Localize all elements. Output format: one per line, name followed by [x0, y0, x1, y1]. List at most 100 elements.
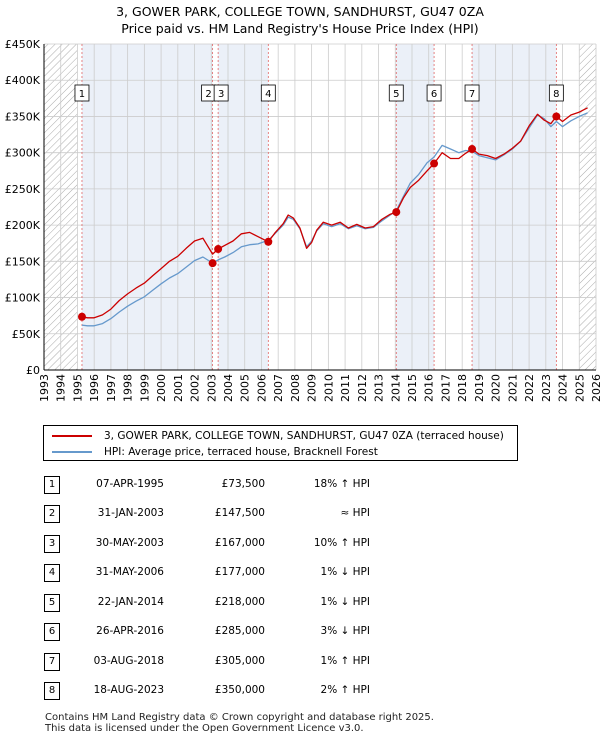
- x-tick-label: 2011: [339, 374, 352, 402]
- legend-swatch-hpi: [52, 451, 92, 453]
- x-tick-label: 2004: [222, 374, 235, 402]
- sale-point: [214, 245, 223, 254]
- y-tick-label: £150K: [5, 255, 41, 268]
- x-tick-label: 2023: [540, 374, 553, 402]
- legend-item-property: 3, GOWER PARK, COLLEGE TOWN, SANDHURST, …: [52, 428, 504, 444]
- sale-price: £167,000: [214, 537, 265, 549]
- sale-date: 31-MAY-2006: [95, 566, 164, 578]
- y-tick-label: £100K: [5, 292, 41, 305]
- ownership-shade: [81, 44, 213, 370]
- sale-number: 2: [44, 505, 60, 523]
- hatched-region-after: [579, 44, 596, 370]
- x-tick-label: 2020: [490, 374, 503, 402]
- sale-hpi-comparison: ≈ HPI: [340, 507, 370, 519]
- chart-title: 3, GOWER PARK, COLLEGE TOWN, SANDHURST, …: [0, 3, 600, 37]
- sale-hpi-comparison: 1% ↓ HPI: [320, 596, 370, 608]
- y-tick-label: £350K: [5, 110, 41, 123]
- sale-number: 8: [44, 682, 60, 700]
- sale-hpi-comparison: 1% ↑ HPI: [320, 655, 370, 667]
- x-tick-label: 1996: [88, 374, 101, 402]
- legend: 3, GOWER PARK, COLLEGE TOWN, SANDHURST, …: [43, 425, 518, 461]
- x-tick-label: 1993: [38, 374, 51, 402]
- sale-price: £305,000: [214, 655, 265, 667]
- sale-number-box: [426, 84, 442, 102]
- sale-price: £147,500: [214, 507, 265, 519]
- x-tick-label: 1997: [105, 374, 118, 402]
- sale-number-label: 4: [265, 89, 271, 100]
- y-tick-label: £450K: [5, 38, 41, 51]
- x-tick-label: 2003: [205, 374, 218, 402]
- sale-number: 3: [44, 535, 60, 553]
- sale-row: 4 31-MAY-2006 £177,000 1% ↓ HPI: [0, 563, 600, 583]
- footer-licence: This data is licensed under the Open Gov…: [45, 723, 364, 734]
- sale-number-box: [213, 84, 229, 102]
- sale-point: [208, 259, 217, 268]
- sale-row: 7 03-AUG-2018 £305,000 1% ↑ HPI: [0, 652, 600, 672]
- sale-number-label: 5: [393, 89, 399, 100]
- x-tick-label: 2000: [155, 374, 168, 402]
- y-tick-label: £0: [26, 364, 40, 377]
- sale-number-label: 2: [205, 89, 211, 100]
- x-tick-label: 2021: [506, 374, 519, 402]
- x-tick-label: 2024: [557, 374, 570, 402]
- sale-number-label: 3: [218, 89, 224, 100]
- sale-number-box: [388, 84, 404, 102]
- sale-row: 1 07-APR-1995 £73,500 18% ↑ HPI: [0, 475, 600, 495]
- y-tick-label: £250K: [5, 183, 41, 196]
- sale-number-box: [548, 84, 564, 102]
- sale-point: [392, 208, 401, 217]
- sale-number: 1: [44, 476, 60, 494]
- y-tick-label: £300K: [5, 147, 41, 160]
- sale-date: 26-APR-2016: [96, 625, 164, 637]
- x-tick-label: 2005: [239, 374, 252, 402]
- legend-swatch-property: [52, 435, 92, 437]
- x-tick-label: 2013: [373, 374, 386, 402]
- sale-number-label: 8: [553, 89, 559, 100]
- sale-row: 8 18-AUG-2023 £350,000 2% ↑ HPI: [0, 681, 600, 701]
- sale-hpi-comparison: 1% ↓ HPI: [320, 566, 370, 578]
- sale-number-label: 1: [79, 89, 85, 100]
- x-tick-label: 2018: [456, 374, 469, 402]
- sale-number-label: 6: [431, 89, 437, 100]
- x-tick-label: 2009: [306, 374, 319, 402]
- sale-point: [264, 237, 273, 246]
- property-price-line: [81, 107, 588, 319]
- x-tick-label: 1999: [138, 374, 151, 402]
- x-tick-label: 2012: [356, 374, 369, 402]
- x-tick-label: 2022: [523, 374, 536, 402]
- title-line-2: Price paid vs. HM Land Registry's House …: [121, 21, 479, 36]
- x-tick-label: 2017: [439, 374, 452, 402]
- x-tick-label: 2015: [406, 374, 419, 402]
- footer: Contains HM Land Registry data © Crown c…: [45, 712, 434, 734]
- x-tick-label: 2016: [423, 374, 436, 402]
- sale-number-box: [464, 84, 480, 102]
- sale-row: 6 26-APR-2016 £285,000 3% ↓ HPI: [0, 622, 600, 642]
- x-tick-label: 2014: [389, 374, 402, 402]
- sale-date: 22-JAN-2014: [97, 596, 164, 608]
- x-tick-label: 2001: [172, 374, 185, 402]
- x-tick-label: 1995: [71, 374, 84, 402]
- x-tick-label: 2006: [255, 374, 268, 402]
- sale-point: [430, 159, 439, 168]
- y-tick-label: £400K: [5, 74, 41, 87]
- x-tick-label: 2002: [189, 374, 202, 402]
- x-tick-label: 2019: [473, 374, 486, 402]
- footer-copyright: Contains HM Land Registry data © Crown c…: [45, 712, 434, 723]
- x-tick-label: 2008: [289, 374, 302, 402]
- sale-number-box: [74, 84, 90, 102]
- title-line-1: 3, GOWER PARK, COLLEGE TOWN, SANDHURST, …: [116, 4, 484, 19]
- ownership-shade: [472, 44, 557, 370]
- sale-number: 6: [44, 623, 60, 641]
- legend-label-property: 3, GOWER PARK, COLLEGE TOWN, SANDHURST, …: [104, 430, 504, 442]
- sale-number-label: 7: [469, 89, 475, 100]
- sale-number-box: [260, 84, 276, 102]
- sale-point: [552, 112, 561, 121]
- sale-date: 03-AUG-2018: [93, 655, 164, 667]
- x-tick-label: 2026: [590, 374, 600, 402]
- y-tick-label: £200K: [5, 219, 41, 232]
- sale-row: 3 30-MAY-2003 £167,000 10% ↑ HPI: [0, 534, 600, 554]
- sale-price: £218,000: [214, 596, 265, 608]
- sale-price: £73,500: [221, 478, 265, 490]
- sale-point: [77, 312, 86, 321]
